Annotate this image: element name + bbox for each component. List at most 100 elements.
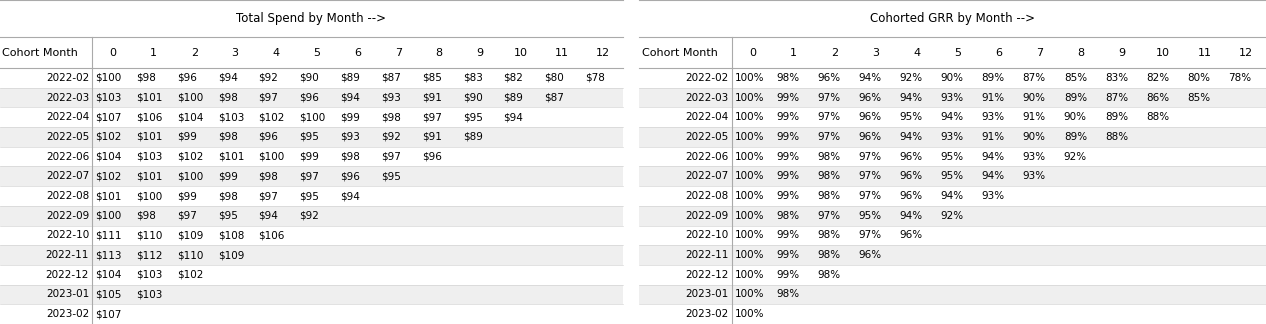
Text: 2022-06: 2022-06	[686, 152, 729, 162]
Text: 91%: 91%	[981, 93, 1005, 103]
Bar	[0, 284, 623, 304]
Text: $89: $89	[341, 73, 360, 83]
Text: 99%: 99%	[776, 230, 799, 240]
Text: Cohort Month: Cohort Month	[3, 48, 78, 58]
Text: $104: $104	[95, 270, 122, 280]
Text: 98%: 98%	[776, 211, 799, 221]
Text: $93: $93	[341, 132, 360, 142]
Text: 2022-05: 2022-05	[46, 132, 89, 142]
Text: $80: $80	[544, 73, 565, 83]
Text: 2022-10: 2022-10	[46, 230, 89, 240]
Text: 5: 5	[955, 48, 961, 58]
Text: $106: $106	[258, 230, 285, 240]
Text: 85%: 85%	[1188, 93, 1210, 103]
Text: $85: $85	[422, 73, 442, 83]
Text: 100%: 100%	[736, 309, 765, 319]
Text: 2023-02: 2023-02	[46, 309, 89, 319]
Text: 98%: 98%	[818, 171, 841, 181]
Text: 80%: 80%	[1188, 73, 1210, 83]
Text: 100%: 100%	[736, 250, 765, 260]
Text: 91%: 91%	[981, 132, 1005, 142]
Text: $103: $103	[137, 289, 162, 299]
Text: 7: 7	[1037, 48, 1043, 58]
Text: 87%: 87%	[1105, 93, 1128, 103]
Text: 9: 9	[1119, 48, 1125, 58]
Text: 4: 4	[272, 48, 280, 58]
Text: 2022-03: 2022-03	[46, 93, 89, 103]
Text: 96%: 96%	[858, 132, 881, 142]
Text: 100%: 100%	[736, 112, 765, 122]
Text: 99%: 99%	[776, 250, 799, 260]
Text: 10: 10	[1156, 48, 1170, 58]
Text: $94: $94	[218, 73, 238, 83]
Text: $97: $97	[258, 191, 279, 201]
Text: 2022-07: 2022-07	[686, 171, 729, 181]
Text: $98: $98	[218, 191, 238, 201]
Text: 97%: 97%	[858, 191, 881, 201]
Text: $107: $107	[95, 112, 122, 122]
Text: 8: 8	[1077, 48, 1085, 58]
Text: 96%: 96%	[900, 171, 923, 181]
Text: 12: 12	[595, 48, 609, 58]
Text: 100%: 100%	[736, 289, 765, 299]
Text: 98%: 98%	[776, 73, 799, 83]
Text: 11: 11	[555, 48, 568, 58]
Text: 95%: 95%	[941, 152, 963, 162]
Text: 90%: 90%	[1023, 132, 1046, 142]
Text: 100%: 100%	[736, 191, 765, 201]
Text: $107: $107	[95, 309, 122, 319]
Text: 2022-12: 2022-12	[46, 270, 89, 280]
Bar	[0, 167, 623, 186]
Text: 89%: 89%	[1105, 112, 1128, 122]
Text: 87%: 87%	[1023, 73, 1046, 83]
Text: 89%: 89%	[1063, 93, 1087, 103]
Text: 88%: 88%	[1105, 132, 1128, 142]
Text: $92: $92	[300, 211, 319, 221]
Text: 10: 10	[514, 48, 528, 58]
Text: 97%: 97%	[818, 93, 841, 103]
Text: $95: $95	[300, 132, 319, 142]
Text: $98: $98	[137, 211, 156, 221]
Text: $97: $97	[258, 93, 279, 103]
Text: $92: $92	[381, 132, 401, 142]
Text: $103: $103	[137, 270, 162, 280]
Text: 99%: 99%	[776, 191, 799, 201]
Text: 89%: 89%	[1063, 132, 1087, 142]
Text: $96: $96	[177, 73, 196, 83]
Text: 98%: 98%	[818, 270, 841, 280]
Text: 2022-07: 2022-07	[46, 171, 89, 181]
Text: $94: $94	[258, 211, 279, 221]
Text: $110: $110	[137, 230, 162, 240]
Text: $99: $99	[300, 152, 319, 162]
Text: 99%: 99%	[776, 171, 799, 181]
Text: 2: 2	[832, 48, 838, 58]
Text: $102: $102	[95, 171, 122, 181]
Text: $95: $95	[462, 112, 482, 122]
Text: 88%: 88%	[1146, 112, 1169, 122]
Text: $101: $101	[137, 171, 162, 181]
Text: 93%: 93%	[941, 93, 963, 103]
Text: 100%: 100%	[736, 211, 765, 221]
Text: $101: $101	[218, 152, 244, 162]
Bar	[639, 284, 1266, 304]
Text: 2: 2	[191, 48, 197, 58]
Text: $91: $91	[422, 93, 442, 103]
Text: 95%: 95%	[941, 171, 963, 181]
Text: $99: $99	[177, 132, 196, 142]
Text: $101: $101	[137, 132, 162, 142]
Text: $90: $90	[462, 93, 482, 103]
Text: $90: $90	[300, 73, 319, 83]
Text: $96: $96	[341, 171, 360, 181]
Text: 96%: 96%	[900, 191, 923, 201]
Text: $100: $100	[300, 112, 325, 122]
Text: $102: $102	[95, 132, 122, 142]
Text: 98%: 98%	[818, 250, 841, 260]
Text: $87: $87	[381, 73, 401, 83]
Text: $94: $94	[341, 93, 360, 103]
Text: $96: $96	[258, 132, 279, 142]
Text: 83%: 83%	[1105, 73, 1128, 83]
Text: $112: $112	[137, 250, 162, 260]
Text: 5: 5	[313, 48, 320, 58]
Text: 99%: 99%	[776, 152, 799, 162]
Text: 93%: 93%	[941, 132, 963, 142]
